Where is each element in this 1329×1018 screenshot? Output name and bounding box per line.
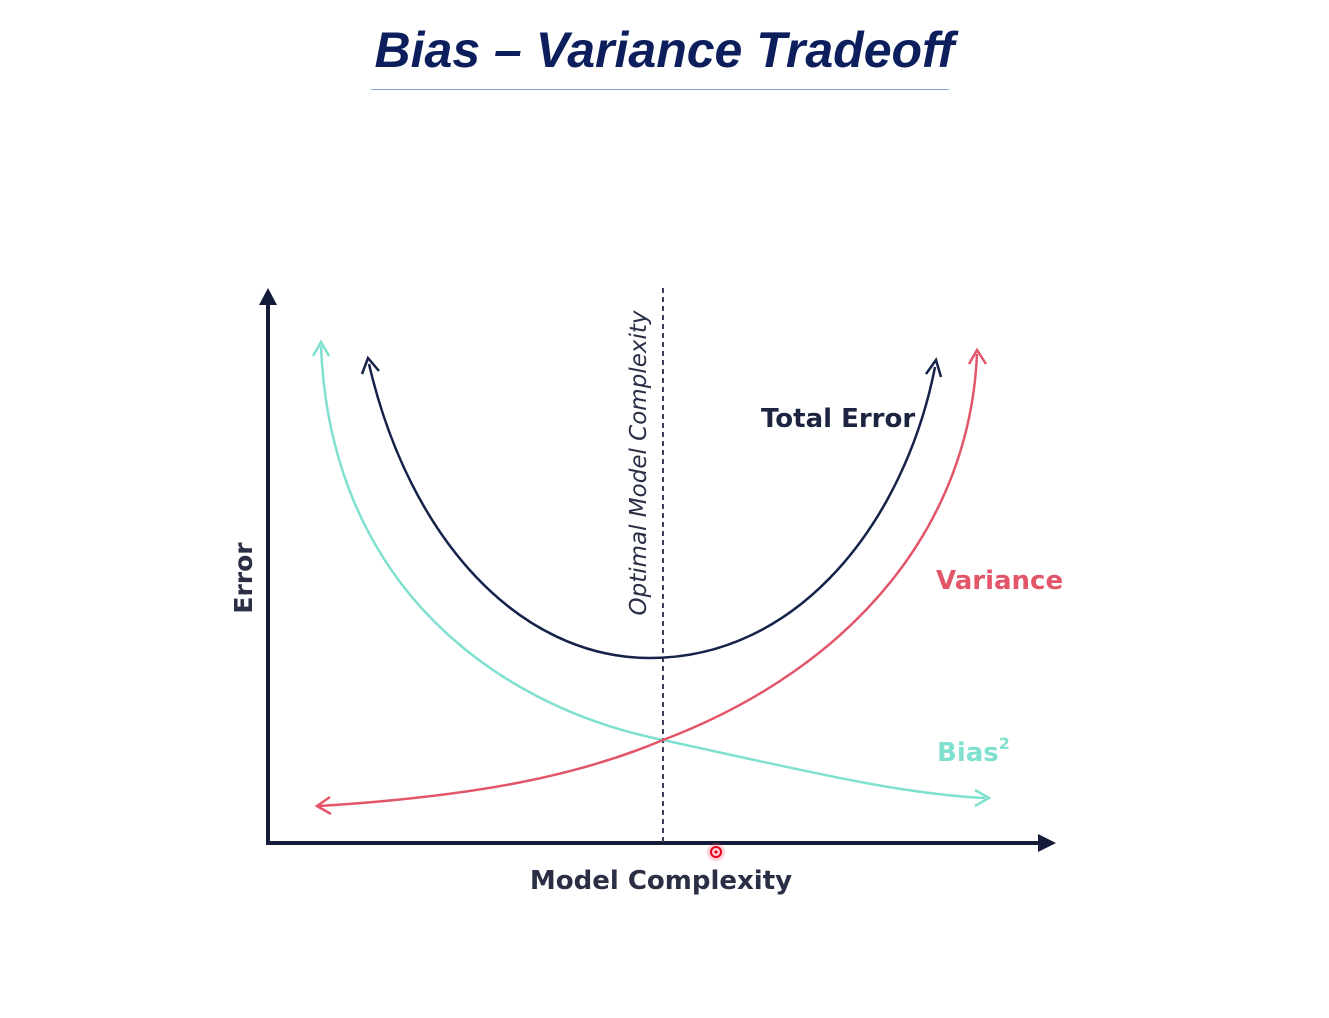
variance-label: Variance: [936, 566, 1063, 596]
variance-curve: [318, 353, 979, 808]
total-error-label: Total Error: [761, 404, 915, 434]
variance-arrowhead-top: [967, 347, 988, 365]
x-axis-arrowhead: [1038, 834, 1056, 852]
bias-label: Bias2: [937, 734, 1010, 768]
y-axis-arrowhead: [259, 288, 277, 305]
x-axis-label: Model Complexity: [530, 866, 792, 896]
cursor-indicator: [707, 843, 725, 861]
series-total-error: [360, 355, 943, 660]
y-axis-label: Error: [229, 542, 258, 614]
total-error-arrowhead-left: [360, 355, 380, 375]
bias-label-superscript: 2: [999, 734, 1010, 753]
cursor-ring: [710, 846, 722, 858]
title-divider: [371, 89, 949, 90]
bias-label-text: Bias: [937, 738, 999, 768]
bias-curve: [319, 345, 986, 800]
slide-title: Bias – Variance Tradeoff: [374, 22, 955, 78]
series-variance: [314, 347, 988, 816]
cursor-dot: [714, 850, 718, 854]
bias-arrowhead-top: [311, 339, 331, 357]
variance-arrowhead-left: [314, 795, 332, 816]
total-error-arrowhead-right: [924, 357, 943, 378]
optimal-complexity-label: Optimal Model Complexity: [626, 310, 652, 615]
total-error-curve: [367, 363, 937, 660]
bias-arrowhead-right: [974, 788, 992, 808]
axes: [259, 288, 1056, 852]
series-bias: [311, 339, 992, 808]
